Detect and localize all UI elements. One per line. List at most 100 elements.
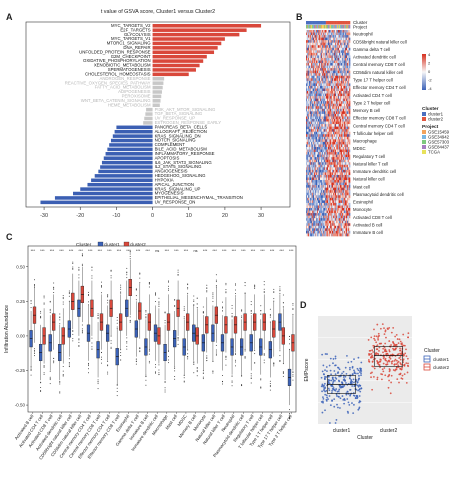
heatmap-row-label: Immature dendritic cell	[353, 169, 396, 174]
bar	[95, 174, 153, 178]
bar	[87, 183, 152, 187]
heatmap-cell	[349, 167, 350, 170]
heatmap-cell	[349, 221, 350, 224]
heatmap-cell	[349, 211, 350, 214]
bar	[153, 37, 225, 41]
heatmap-cell	[349, 226, 350, 229]
heatmap-cell	[349, 155, 350, 158]
bar	[153, 59, 204, 63]
bar	[153, 86, 163, 90]
x-tick-label: 20	[222, 213, 228, 219]
panel-b-letter: B	[296, 12, 303, 22]
x-tick-label: -30	[40, 213, 48, 219]
heatmap-row-label: Regulatory T cell	[353, 154, 385, 159]
heatmap-row-label: Mast cell	[353, 184, 370, 189]
heatmap-cell	[349, 38, 350, 41]
bar	[73, 192, 153, 196]
heatmap-cell	[349, 53, 350, 56]
bar	[153, 42, 222, 46]
heatmap-cell	[349, 144, 350, 147]
heatmap-cell	[349, 94, 350, 97]
heatmap-cell	[349, 218, 350, 221]
bar	[104, 156, 153, 160]
bar	[153, 81, 164, 85]
bar	[116, 126, 152, 130]
bar	[153, 77, 165, 81]
bar	[106, 152, 153, 156]
bar	[153, 55, 207, 59]
heatmap-row-label: T follicular helper cell	[353, 131, 393, 136]
heatmap-cell	[349, 198, 350, 201]
heatmap-cell	[349, 183, 350, 186]
heatmap-cell	[349, 83, 350, 86]
bar	[145, 112, 152, 116]
heatmap-cell	[349, 33, 350, 36]
heatmap-cell	[349, 213, 350, 216]
heatmap-cell	[349, 109, 350, 112]
heatmap-cell	[349, 88, 350, 91]
heatmap-cell	[349, 190, 350, 193]
heatmap-cell	[349, 114, 350, 117]
heatmap-cell	[349, 122, 350, 125]
bar	[143, 121, 152, 125]
heatmap-cell	[349, 165, 350, 168]
bar	[153, 64, 200, 68]
heatmap-cell	[349, 101, 350, 104]
heatmap-row-label: CD56dim natural killer cell	[353, 70, 403, 75]
bar-label: UV_RESPONSE_DN	[155, 200, 196, 205]
bar-label: HEME_METABOLISM	[108, 102, 151, 107]
bar	[153, 46, 218, 50]
heatmap-cell	[349, 106, 350, 109]
heatmap-cell	[349, 73, 350, 76]
heatmap-row-label: Central memory CD4 T cell	[353, 123, 405, 128]
bar	[153, 95, 162, 99]
heatmap-row-label: Macrophage	[353, 139, 377, 144]
heatmap-row-label: Eosinophil	[353, 200, 373, 205]
heatmap-cell	[349, 81, 350, 84]
heatmap-cell	[349, 157, 350, 160]
project-annotation-cell	[349, 25, 350, 29]
panel-a-letter: A	[6, 12, 13, 22]
heatmap-row-label: CD56bright natural killer cell	[353, 39, 407, 44]
panel-a: A t value of GSVA score, Cluster1 versus…	[0, 0, 294, 230]
heatmap-cell	[349, 129, 350, 132]
x-tick-label: 30	[258, 213, 264, 219]
bar	[144, 117, 152, 121]
heatmap-cell	[349, 71, 350, 74]
bar	[153, 28, 247, 32]
heatmap-row-label: Neutrophil	[353, 32, 373, 37]
heatmap-row-label: Memory B cell	[353, 108, 380, 113]
heatmap-cell	[349, 223, 350, 226]
bar	[153, 24, 261, 28]
heatmap-cell	[349, 185, 350, 188]
x-tick-label: -10	[112, 213, 120, 219]
heatmap-cell	[349, 68, 350, 71]
heatmap-cell	[349, 86, 350, 89]
bar	[40, 201, 152, 205]
heatmap-cell	[349, 35, 350, 38]
heatmap-row-label: Effector memory CD8 T cell	[353, 116, 406, 121]
heatmap-cell	[349, 137, 350, 140]
x-tick-label: 0	[151, 213, 154, 219]
heatmap-cell	[349, 91, 350, 94]
heatmap-cell	[349, 172, 350, 175]
bar	[107, 148, 152, 152]
heatmap-cell	[349, 96, 350, 99]
heatmap-row-label: Effector memory CD4 T cell	[353, 85, 406, 90]
heatmap-cell	[349, 175, 350, 178]
heatmap-cell	[349, 55, 350, 58]
bar	[100, 165, 152, 169]
heatmap-row-label: Plasmacytoid dendritic cell	[353, 192, 404, 197]
heatmap-row-label: Natural killer T cell	[353, 161, 388, 166]
bar	[115, 130, 153, 134]
bar	[153, 73, 189, 77]
heatmap-cell	[349, 66, 350, 69]
heatmap-cell	[349, 160, 350, 163]
heatmap-cell	[349, 180, 350, 183]
heatmap-row-label: Natural killer cell	[353, 177, 385, 182]
x-tick-label: -20	[76, 213, 84, 219]
heatmap-row-label: Type 2 T helper cell	[353, 100, 390, 105]
heatmap-cell	[349, 111, 350, 114]
